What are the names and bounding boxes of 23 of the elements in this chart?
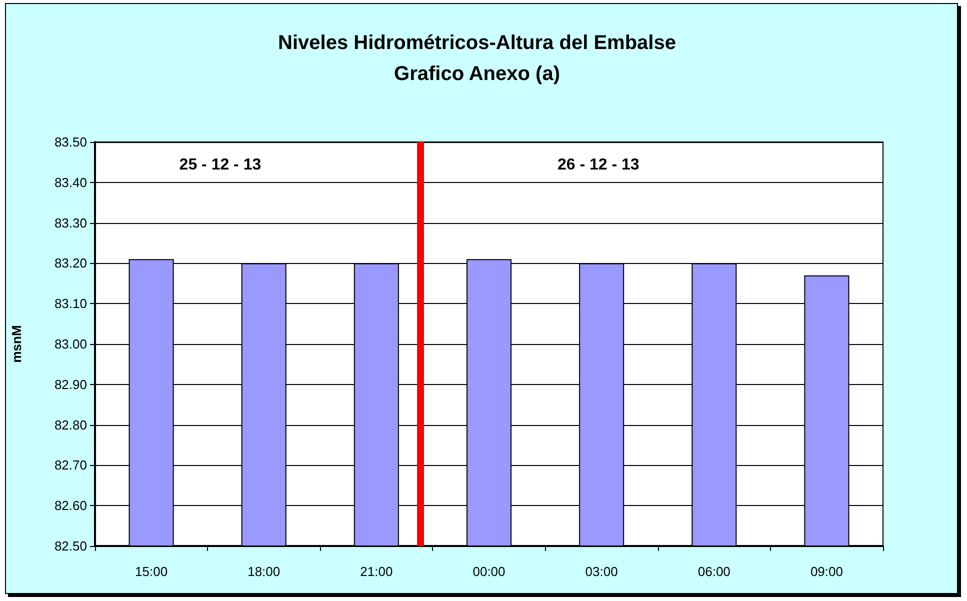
annotation: 26 - 12 - 13 <box>557 156 640 174</box>
y-tick-label: 82.60 <box>54 498 87 514</box>
y-tick-label: 82.70 <box>54 458 87 473</box>
y-tick-label: 82.80 <box>54 417 87 432</box>
x-tick-label: 09:00 <box>810 564 843 579</box>
y-axis-title: msnM <box>9 325 24 363</box>
y-tick-label: 83.00 <box>54 336 87 352</box>
y-tick-label: 82.50 <box>54 538 87 554</box>
x-tick-label: 21:00 <box>360 564 393 579</box>
chart-subtitle: Grafico Anexo (a) <box>394 63 560 85</box>
y-tick-label: 83.30 <box>54 215 87 230</box>
annotation: 25 - 12 - 13 <box>179 156 262 174</box>
y-tick-label: 83.10 <box>54 296 87 312</box>
y-tick-label: 83.40 <box>54 174 87 190</box>
y-tick-label: 83.20 <box>54 256 87 271</box>
x-tick-label: 03:00 <box>585 564 618 579</box>
x-tick-label: 18:00 <box>248 564 280 579</box>
chart-title: Niveles Hidrométricos-Altura del Embalse <box>278 32 676 54</box>
y-tick-label: 83.50 <box>54 134 87 150</box>
y-tick-label: 82.90 <box>54 376 87 392</box>
x-tick-label: 15:00 <box>135 564 168 579</box>
x-tick-label: 00:00 <box>472 564 506 579</box>
x-tick-label: 06:00 <box>698 564 730 579</box>
